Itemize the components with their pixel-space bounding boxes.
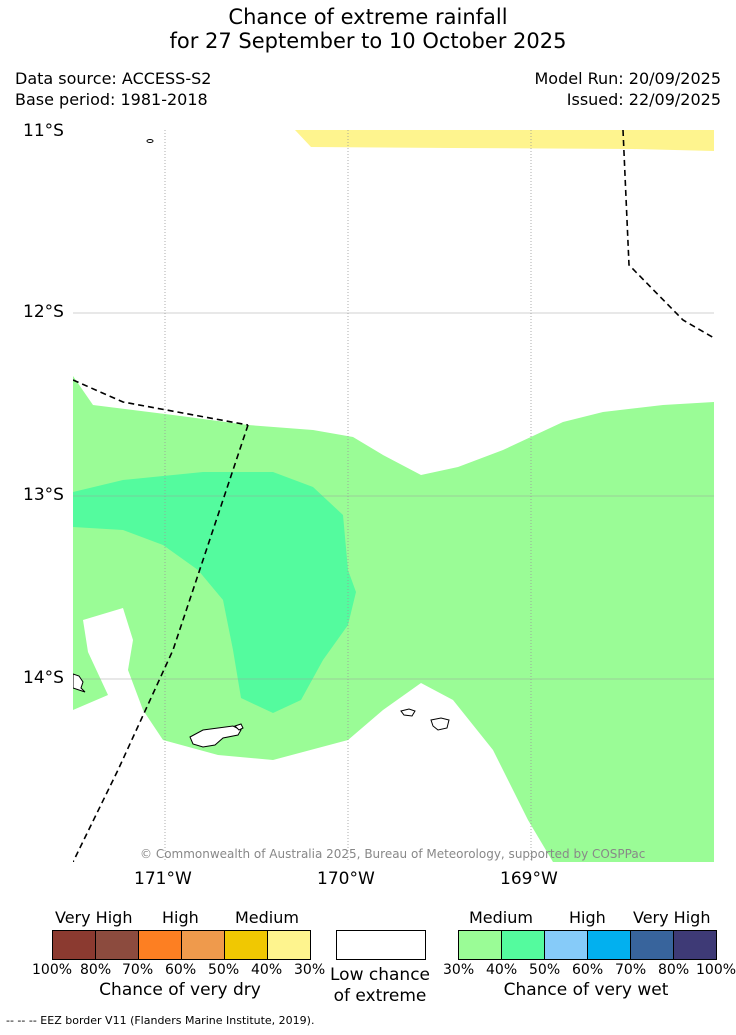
wet-30-40-region (73, 376, 714, 862)
wet-tick-70: 70% (615, 962, 647, 978)
lat-label-11s: 11°S (23, 121, 64, 141)
dry-header-very-high: Very High (55, 908, 133, 927)
lat-label-14s: 14°S (23, 668, 64, 688)
eez-border (73, 130, 714, 862)
lat-label-13s: 13°S (23, 485, 64, 505)
rainfall-map (73, 130, 714, 862)
dry-swatch-80-70 (96, 931, 139, 959)
dry-tick-50: 50% (208, 962, 240, 978)
wet-tick-30: 30% (443, 962, 475, 978)
dry-header-high: High (162, 908, 199, 927)
dry-swatch-100-80 (53, 931, 96, 959)
copyright-notice: © Commonwealth of Australia 2025, Bureau… (140, 847, 646, 861)
islands (73, 139, 450, 748)
island-upolu-edge (73, 673, 86, 693)
lon-label-170w: 170°W (317, 869, 375, 889)
low-chance-caption-line2: of extreme (333, 986, 427, 1006)
dry-swatch-40-30 (268, 931, 310, 959)
dry-tick-60: 60% (165, 962, 197, 978)
map-subtitle: for 27 September to 10 October 2025 (169, 29, 567, 53)
low-chance-swatch (336, 930, 426, 960)
dry-colorbar (52, 930, 311, 960)
dry-header-medium: Medium (235, 908, 299, 927)
wet-swatch-60-70 (588, 931, 631, 959)
dry-tick-100: 100% (32, 962, 73, 978)
wet-tick-100: 100% (696, 962, 736, 978)
lon-label-169w: 169°W (500, 869, 558, 889)
wet-tick-40: 40% (486, 962, 518, 978)
wet-tick-50: 50% (529, 962, 561, 978)
dry-swatch-50-40 (225, 931, 268, 959)
dry-tick-40: 40% (251, 962, 283, 978)
island-swains (146, 139, 154, 143)
model-run: Model Run: 20/09/2025 (534, 69, 722, 88)
wet-header-high: High (569, 908, 606, 927)
issued-date: Issued: 22/09/2025 (566, 90, 721, 109)
dry-swatch-70-60 (139, 931, 182, 959)
wet-tick-60: 60% (572, 962, 604, 978)
island-aunuu (234, 723, 244, 731)
wet-colorbar (458, 930, 717, 960)
data-source: Data source: ACCESS-S2 (15, 69, 212, 88)
island-tau (430, 717, 450, 731)
lat-label-12s: 12°S (23, 302, 64, 322)
dry-medium-region (295, 130, 714, 151)
wet-tick-80: 80% (658, 962, 690, 978)
wet-40-50-region (73, 472, 356, 713)
low-chance-caption-line1: Low chance (330, 965, 430, 985)
wet-swatch-50-60 (545, 931, 588, 959)
dry-caption: Chance of very dry (99, 980, 261, 1000)
wet-caption: Chance of very wet (503, 980, 669, 1000)
island-tutuila (189, 725, 242, 748)
gridlines (73, 130, 714, 862)
dry-swatch-60-50 (182, 931, 225, 959)
eez-footnote: -- -- -- EEZ border V11 (Flanders Marine… (6, 1014, 315, 1027)
dry-tick-30: 30% (294, 962, 326, 978)
lon-label-171w: 171°W (134, 869, 192, 889)
wet-swatch-40-50 (502, 931, 545, 959)
wet-header-medium: Medium (469, 908, 533, 927)
base-period: Base period: 1981-2018 (15, 90, 208, 109)
map-canvas (73, 130, 714, 862)
map-title: Chance of extreme rainfall (228, 5, 508, 29)
wet-header-very-high: Very High (633, 908, 711, 927)
dry-tick-70: 70% (122, 962, 154, 978)
dry-tick-80: 80% (80, 962, 112, 978)
island-ofu (400, 708, 416, 717)
wet-swatch-70-80 (631, 931, 674, 959)
wet-swatch-80-100 (674, 931, 716, 959)
wet-swatch-30-40 (459, 931, 502, 959)
